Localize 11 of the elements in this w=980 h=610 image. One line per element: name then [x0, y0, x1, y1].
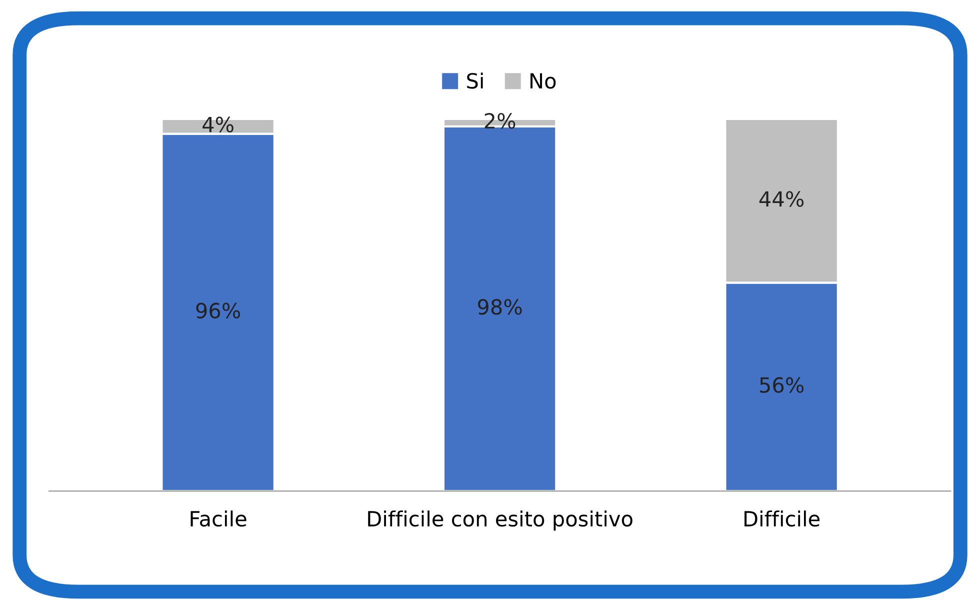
- legend-label: No: [530, 73, 556, 89]
- legend-label: Si: [467, 72, 483, 89]
- data-label: 98%: [478, 299, 522, 315]
- data-label: 4%: [202, 116, 234, 132]
- data-label: 44%: [759, 191, 804, 207]
- x-tick-label: Difficile con esito positivo: [368, 510, 632, 531]
- x-tick-label: Difficile: [744, 510, 820, 527]
- data-label: 56%: [760, 377, 804, 393]
- data-label: 2%: [484, 112, 516, 129]
- x-tick-label: Facile: [190, 510, 246, 527]
- data-label: 96%: [196, 302, 240, 318]
